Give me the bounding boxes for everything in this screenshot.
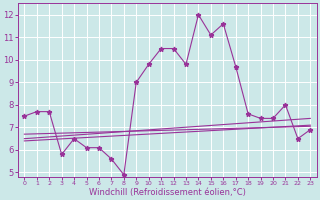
X-axis label: Windchill (Refroidissement éolien,°C): Windchill (Refroidissement éolien,°C) bbox=[89, 188, 246, 197]
